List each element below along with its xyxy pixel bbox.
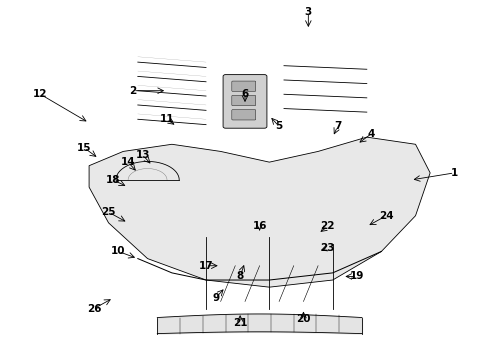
Text: 4: 4: [368, 129, 375, 139]
FancyBboxPatch shape: [232, 110, 256, 120]
Text: 12: 12: [33, 89, 48, 99]
Text: 24: 24: [379, 211, 393, 221]
Text: 9: 9: [212, 293, 220, 303]
Text: 21: 21: [233, 318, 247, 328]
Text: 3: 3: [305, 7, 312, 17]
Text: 7: 7: [334, 121, 341, 131]
Text: 16: 16: [252, 221, 267, 231]
FancyBboxPatch shape: [232, 95, 256, 106]
Text: 25: 25: [101, 207, 116, 217]
Text: 22: 22: [320, 221, 335, 231]
Text: 23: 23: [320, 243, 335, 253]
Text: 15: 15: [77, 143, 92, 153]
Text: 8: 8: [237, 271, 244, 282]
Text: 19: 19: [350, 271, 364, 282]
Text: 13: 13: [135, 150, 150, 160]
Text: 20: 20: [296, 314, 311, 324]
Text: 2: 2: [129, 86, 137, 96]
FancyBboxPatch shape: [223, 75, 267, 128]
Text: 17: 17: [199, 261, 213, 271]
Text: 1: 1: [451, 168, 458, 178]
Text: 26: 26: [87, 303, 101, 314]
Text: 14: 14: [121, 157, 135, 167]
Text: 6: 6: [242, 89, 248, 99]
Text: 11: 11: [160, 114, 174, 124]
PathPatch shape: [89, 137, 430, 287]
Text: 18: 18: [106, 175, 121, 185]
Text: 10: 10: [111, 247, 125, 256]
Text: 5: 5: [275, 121, 283, 131]
FancyBboxPatch shape: [232, 81, 256, 91]
